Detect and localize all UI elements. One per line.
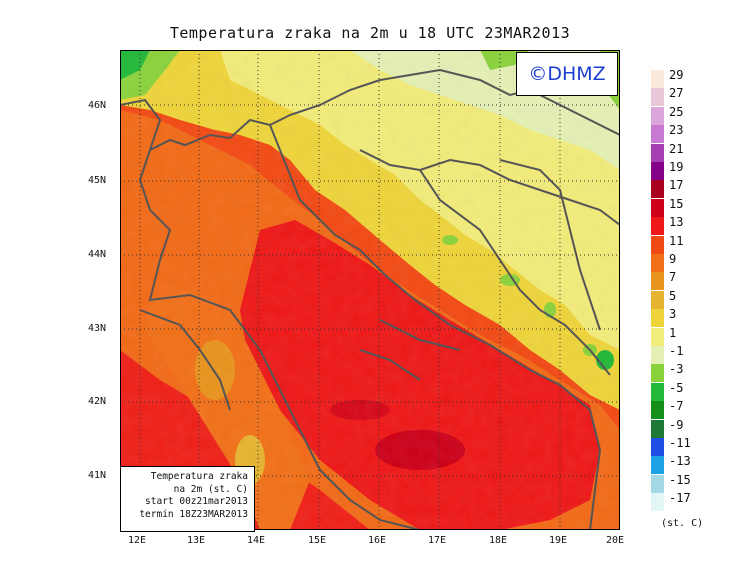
y-tick-label: 45N bbox=[88, 175, 107, 186]
y-tick-label: 43N bbox=[88, 323, 107, 334]
x-tick-label: 13E bbox=[187, 535, 206, 546]
legend-swatch bbox=[651, 217, 664, 236]
legend-swatch bbox=[651, 290, 664, 309]
x-tick-label: 12E bbox=[128, 535, 147, 546]
legend-label: 7 bbox=[669, 270, 677, 285]
legend-label: 29 bbox=[669, 68, 684, 82]
legend-swatch bbox=[651, 235, 664, 254]
legend-label: 27 bbox=[669, 86, 684, 101]
legend-swatch bbox=[651, 327, 664, 346]
legend-label: -9 bbox=[669, 417, 684, 432]
legend-swatch bbox=[651, 70, 664, 88]
legend-swatch bbox=[651, 180, 664, 199]
legend-label: 9 bbox=[669, 252, 677, 266]
x-tick-label: 16E bbox=[368, 535, 387, 546]
legend-swatch bbox=[651, 143, 664, 162]
legend-swatch bbox=[651, 88, 664, 107]
legend-label: 13 bbox=[669, 215, 684, 230]
legend-label: -17 bbox=[669, 491, 691, 506]
temperature-map bbox=[120, 50, 620, 530]
legend-label: -11 bbox=[669, 436, 691, 450]
legend-label: 5 bbox=[669, 288, 677, 303]
legend-swatch bbox=[651, 309, 664, 328]
legend-swatch bbox=[651, 272, 664, 291]
legend-label: 11 bbox=[669, 233, 684, 248]
graticule bbox=[120, 50, 620, 530]
legend-swatch bbox=[651, 438, 664, 456]
legend-label: 15 bbox=[669, 196, 684, 211]
legend-label: 23 bbox=[669, 123, 684, 138]
x-tick-label: 20E bbox=[606, 535, 625, 546]
legend-swatch bbox=[651, 198, 664, 217]
legend-swatch bbox=[651, 419, 664, 438]
legend-label: -15 bbox=[669, 472, 691, 487]
legend-label: -7 bbox=[669, 399, 684, 414]
y-tick-label: 42N bbox=[88, 396, 107, 407]
dhmz-logo: ©DHMZ bbox=[516, 52, 618, 96]
legend-swatch bbox=[651, 401, 664, 420]
x-tick-label: 15E bbox=[308, 535, 327, 546]
x-tick-label: 17E bbox=[428, 535, 447, 546]
legend-swatch bbox=[651, 456, 664, 475]
info-line-3: start 00z21mar2013 bbox=[145, 496, 248, 507]
legend-label: 17 bbox=[669, 178, 684, 193]
legend-unit: (st. C) bbox=[661, 518, 704, 529]
coastlines bbox=[120, 68, 620, 530]
y-tick-label: 41N bbox=[88, 470, 107, 481]
y-tick-label: 44N bbox=[88, 249, 107, 260]
legend-label: 21 bbox=[669, 141, 684, 156]
legend-label: 19 bbox=[669, 160, 684, 174]
info-box: Temperatura zraka na 2m (st. C) start 00… bbox=[120, 466, 255, 532]
legend-label: 25 bbox=[669, 104, 684, 119]
legend-swatch bbox=[651, 162, 664, 180]
legend-label: -3 bbox=[669, 362, 684, 377]
map-frame bbox=[120, 50, 620, 530]
legend-swatch bbox=[651, 346, 664, 364]
legend-label: 3 bbox=[669, 307, 677, 322]
x-tick-label: 14E bbox=[247, 535, 266, 546]
x-tick-label: 19E bbox=[549, 535, 568, 546]
legend-swatch bbox=[651, 474, 664, 493]
info-line-2: na 2m (st. C) bbox=[173, 483, 248, 495]
legend-label: -5 bbox=[669, 380, 684, 395]
legend-swatch bbox=[651, 106, 664, 125]
map-title: Temperatura zraka na 2m u 18 UTC 23MAR20… bbox=[169, 24, 571, 42]
x-tick-label: 18E bbox=[489, 535, 508, 546]
legend-label: -1 bbox=[669, 344, 684, 358]
legend-swatch bbox=[651, 254, 664, 272]
legend-swatch bbox=[651, 382, 664, 401]
legend-swatch bbox=[651, 493, 664, 512]
legend-label: -13 bbox=[669, 454, 691, 469]
info-line-4: termin 18Z23MAR2013 bbox=[139, 508, 248, 520]
y-tick-label: 46N bbox=[88, 100, 107, 111]
info-line-1: Temperatura zraka bbox=[150, 471, 248, 482]
legend-swatch bbox=[651, 125, 664, 144]
legend-swatch bbox=[651, 364, 664, 383]
legend-label: 1 bbox=[669, 325, 677, 340]
